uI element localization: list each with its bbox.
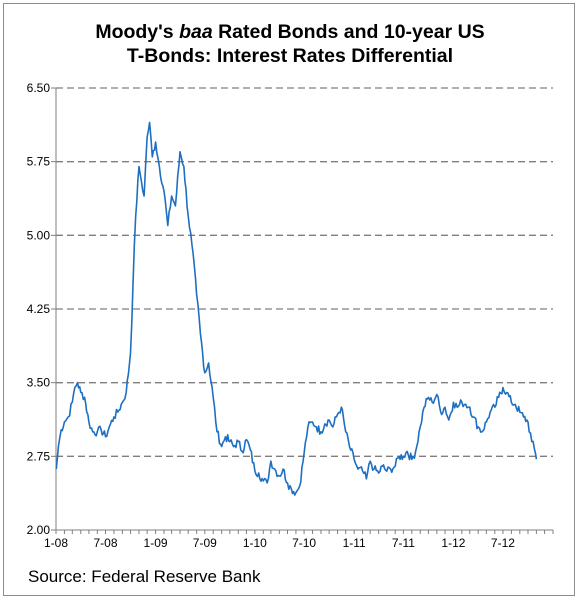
y-tick-label: 2.75	[27, 449, 51, 463]
x-tick-label: 1-10	[243, 536, 267, 550]
title-line2: T-Bonds: Interest Rates Differential	[126, 45, 454, 67]
x-tick-label: 7-10	[292, 536, 316, 550]
x-tick-label: 7-11	[392, 536, 415, 550]
y-tick-label: 4.25	[27, 302, 51, 316]
x-tick-label: 7-09	[193, 536, 217, 550]
y-axis-ticks: 2.00 2.75 3.50 4.25 5.00 5.75 6.50	[27, 81, 56, 537]
series-line	[55, 121, 538, 496]
series-group	[55, 121, 538, 496]
y-tick-label: 2.00	[27, 523, 51, 537]
y-tick-label: 5.75	[27, 155, 51, 169]
chart-title: Moody's baa Rated Bonds and 10-year US T…	[20, 20, 560, 68]
title-part2-italic: baa	[179, 21, 213, 43]
title-part1: Moody's	[95, 21, 180, 43]
gridlines	[56, 87, 553, 457]
x-tick-label: 7-12	[491, 536, 515, 550]
x-tick-label: 1-09	[144, 536, 168, 550]
y-tick-label: 5.00	[27, 228, 51, 242]
x-tick-label: 1-08	[44, 536, 68, 550]
y-tick-label: 3.50	[27, 376, 51, 390]
source-note: Source: Federal Reserve Bank	[28, 567, 261, 586]
x-tick-label: 1-12	[441, 536, 465, 550]
x-axis-ticks: 1-08 7-08 1-09 7-09 1-10 7-10 1-11 7-11 1-12 7-12	[44, 530, 554, 550]
x-tick-label: 1-11	[343, 536, 366, 550]
chart-frame	[3, 3, 575, 596]
title-part3: Rated Bonds and 10-year US	[212, 21, 485, 43]
x-tick-label: 7-08	[93, 536, 117, 550]
y-tick-label: 6.50	[27, 81, 51, 95]
